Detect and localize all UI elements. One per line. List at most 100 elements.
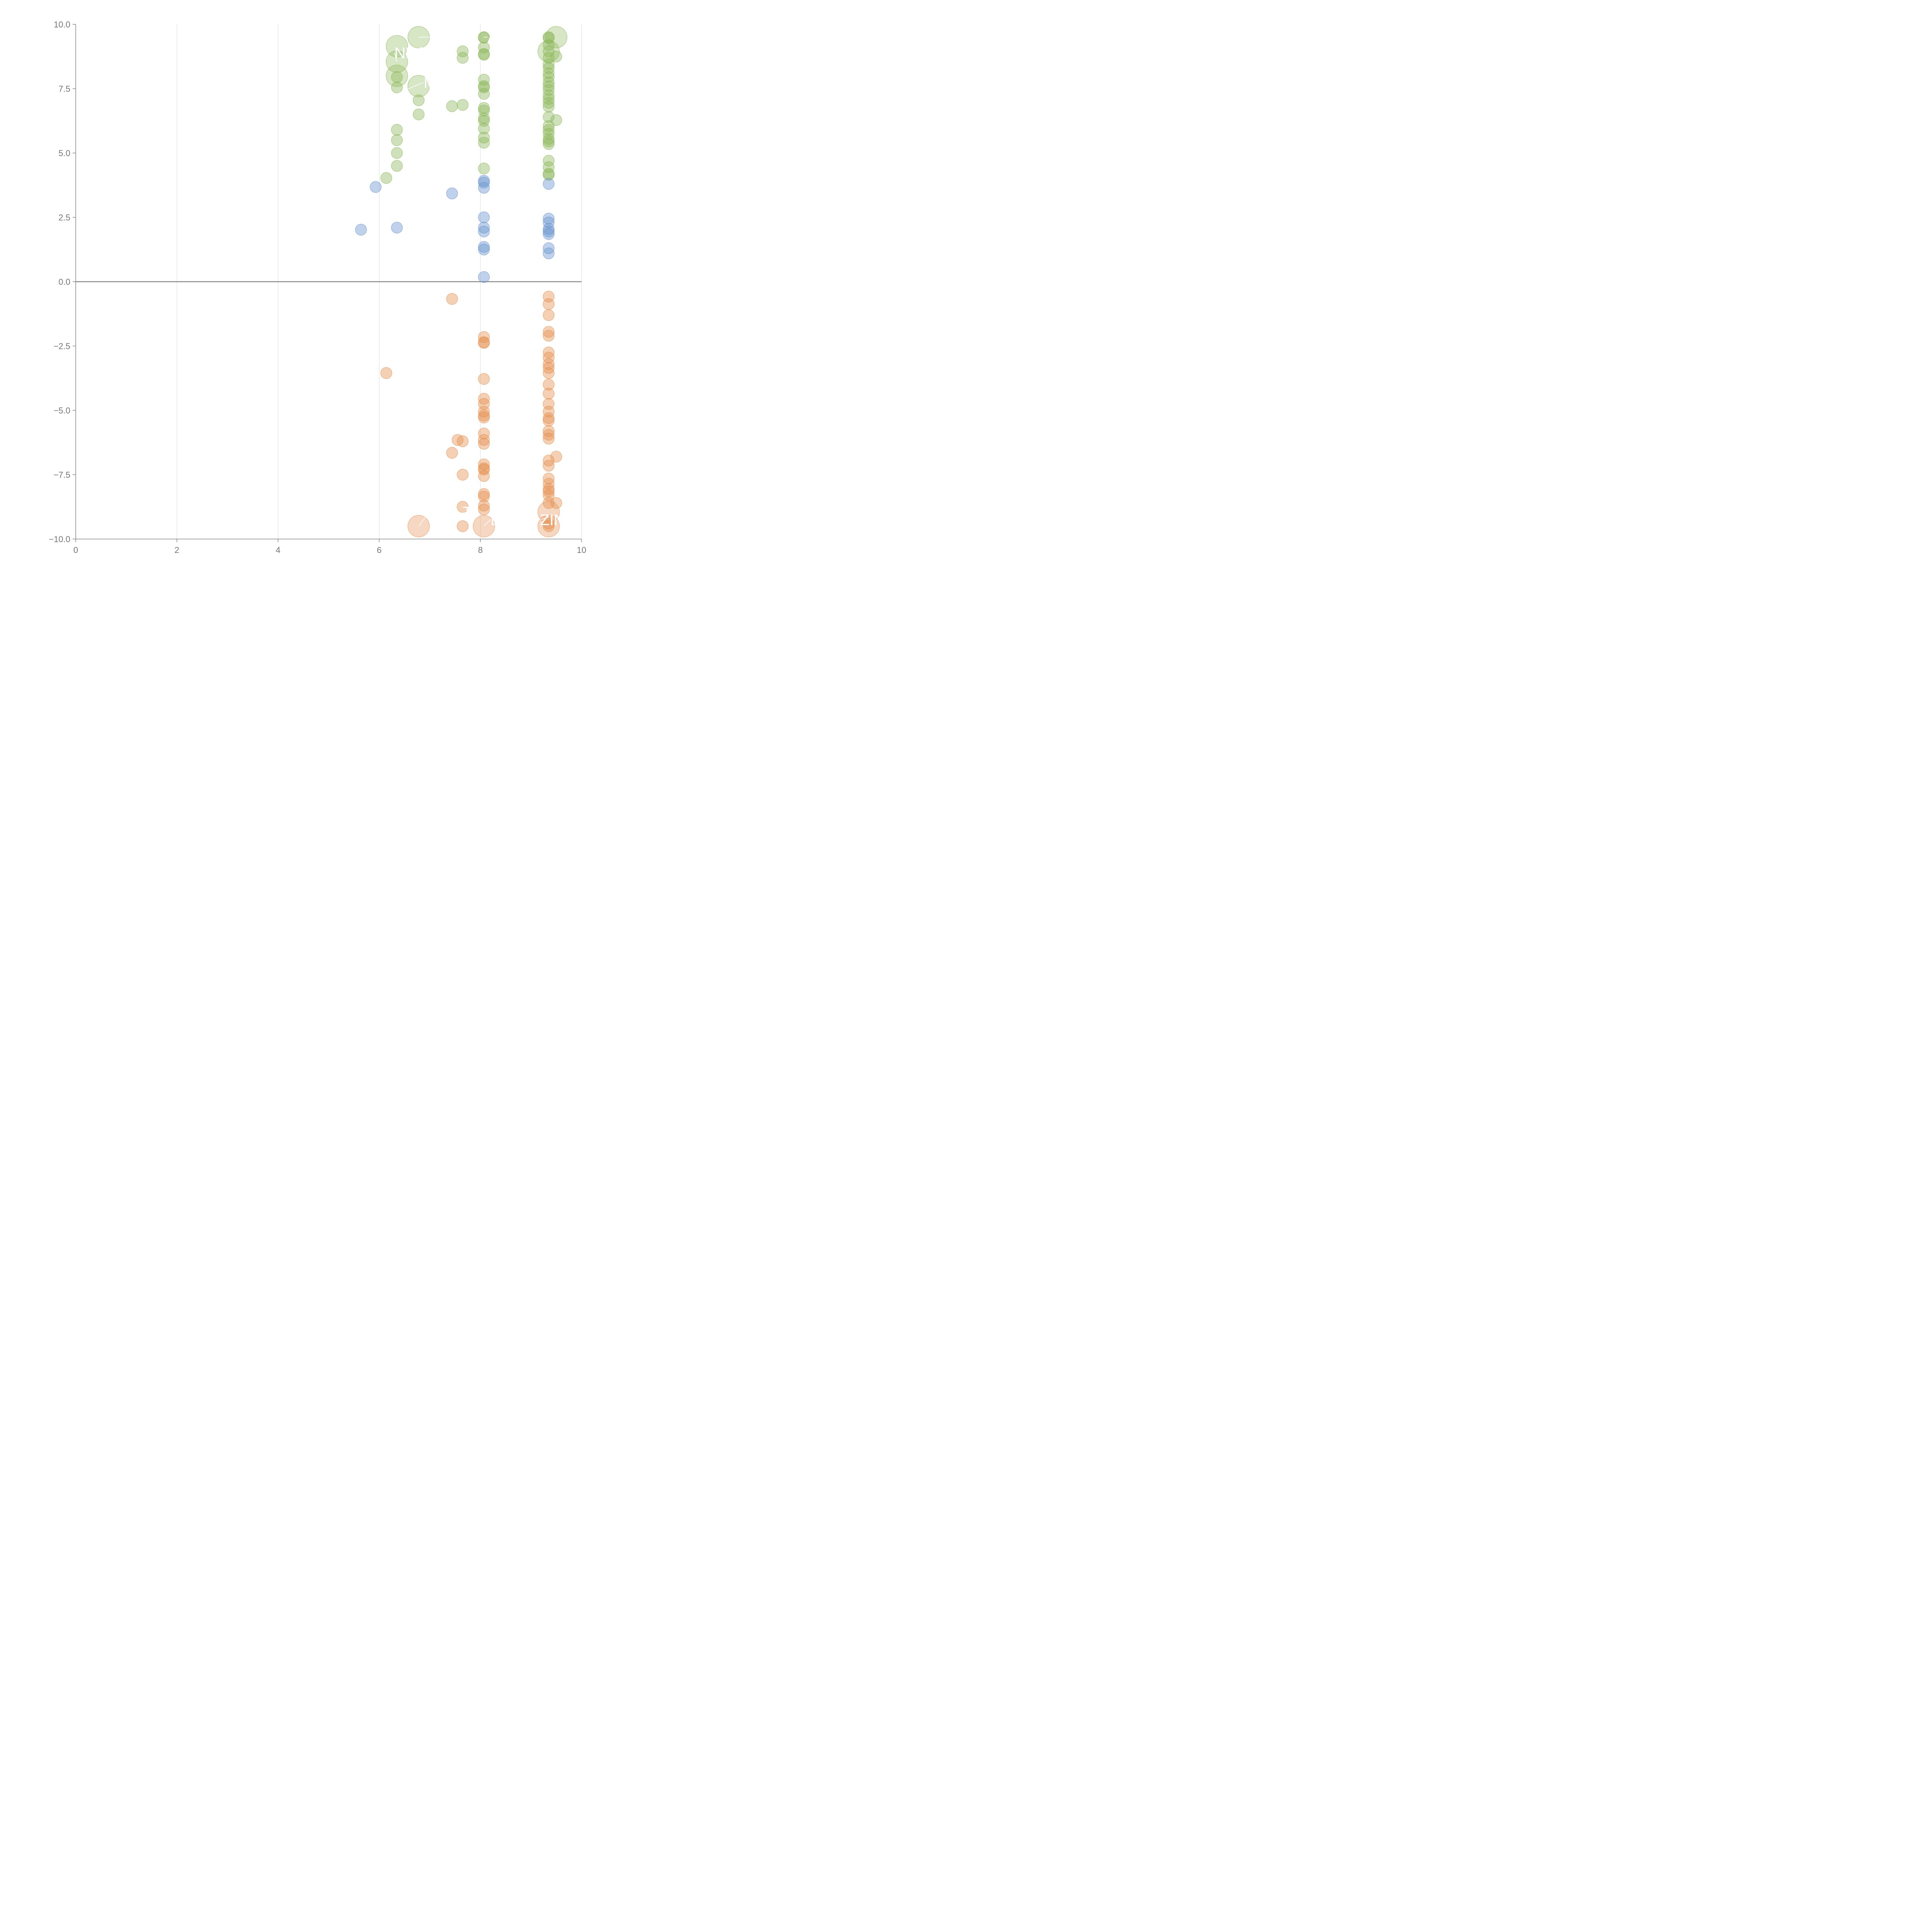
- bubble-label: S: [427, 507, 438, 524]
- green-bubble: [386, 35, 408, 58]
- orange-bubble: [478, 427, 490, 440]
- orange-bubble: [478, 503, 490, 515]
- green-bubble: [457, 45, 469, 58]
- green-bubble: [391, 81, 403, 94]
- y-tick-label: 2.5: [58, 213, 70, 223]
- green-bubble: [478, 112, 490, 124]
- blue-bubble: [543, 216, 555, 229]
- x-tick-label: 6: [377, 545, 381, 555]
- green-bubble: [391, 134, 403, 146]
- blue-bubble: [391, 221, 403, 234]
- green-bubble: [413, 108, 425, 121]
- bubble-label: T: [463, 504, 472, 521]
- orange-bubble: [543, 415, 555, 427]
- x-tick-label: 8: [478, 545, 483, 555]
- green-bubble: [543, 155, 555, 167]
- bubble-label: ZIN: [540, 512, 565, 529]
- green-bubble: [543, 67, 555, 79]
- y-tick-label: 10.0: [54, 20, 70, 29]
- green-bubble: [446, 100, 458, 112]
- green-bubble: [543, 71, 555, 83]
- orange-bubble: [478, 412, 490, 423]
- orange-bubble: [543, 358, 555, 370]
- green-bubble: [380, 172, 392, 184]
- orange-bubble: [380, 367, 392, 379]
- y-tick-label: −2.5: [54, 342, 70, 351]
- bubble-label: B: [490, 512, 501, 529]
- orange-bubble: [543, 346, 555, 359]
- blue-bubble: [543, 247, 555, 259]
- orange-bubble: [478, 463, 490, 476]
- green-bubble: [543, 124, 555, 136]
- green-bubble: [478, 162, 490, 175]
- green-bubble: [543, 58, 555, 70]
- blue-bubble: [543, 242, 555, 254]
- bubbles: [355, 26, 568, 537]
- green-bubble: [391, 160, 403, 172]
- blue-bubble: [478, 177, 490, 189]
- green-bubble: [478, 41, 490, 54]
- blue-bubble: [446, 187, 458, 199]
- orange-bubble: [543, 485, 555, 498]
- green-bubble: [550, 51, 562, 63]
- orange-bubble: [478, 393, 490, 405]
- blue-bubble: [369, 181, 382, 193]
- blue-bubble: [543, 225, 555, 238]
- green-bubble: [478, 102, 490, 114]
- orange-bubble: [452, 434, 464, 446]
- orange-bubble: [543, 454, 555, 467]
- blue-bubble: [478, 211, 490, 223]
- orange-bubble: [543, 330, 555, 342]
- label-leader-line: [540, 517, 549, 520]
- orange-bubble: [478, 500, 490, 512]
- orange-bubble: [543, 388, 555, 400]
- green-bubble: [543, 84, 555, 96]
- x-tick-label: 4: [276, 545, 280, 555]
- orange-bubble: [478, 434, 490, 446]
- orange-bubble: [478, 488, 490, 500]
- orange-bubble: [543, 362, 555, 374]
- orange-bubble: [543, 459, 555, 472]
- blue-bubble: [478, 225, 490, 238]
- green-bubble: [391, 124, 403, 136]
- green-bubble: [543, 100, 555, 113]
- label-leader-line: [418, 514, 428, 527]
- bubble-label: MLI: [424, 74, 450, 91]
- orange-bubble: [543, 406, 555, 418]
- orange-bubble: [457, 469, 469, 481]
- green-bubble: [478, 122, 490, 134]
- orange-bubble: [543, 379, 555, 391]
- green-bubble: [543, 169, 555, 181]
- orange-bubble: [478, 406, 490, 418]
- y-tick-label: 5.0: [58, 148, 70, 158]
- blue-bubble: [478, 271, 490, 283]
- green-bubble: [543, 32, 555, 44]
- orange-bubble: [543, 520, 555, 532]
- green-bubble: [386, 65, 408, 87]
- green-bubble: [457, 52, 469, 64]
- x-tick-label: 0: [73, 545, 78, 555]
- green-bubble: [543, 80, 555, 92]
- orange-bubble: [478, 373, 490, 385]
- label-leader-line: [493, 50, 496, 53]
- label-leader-line: [483, 519, 491, 527]
- green-bubble: [543, 133, 555, 145]
- orange-bubble: [478, 458, 490, 471]
- y-tick-label: 7.5: [58, 84, 70, 94]
- orange-bubble: [550, 497, 562, 509]
- axes: 0 2 4 6 8 10 10.0 7.5 5.0 2.5 0.0 −2.5 −5.0 −7.5 −10.0: [49, 20, 586, 555]
- blue-bubble: [478, 221, 490, 234]
- orange-bubble: [543, 429, 555, 441]
- bubble-label: A: [430, 29, 440, 46]
- bubble-label: NEC: [395, 44, 427, 61]
- orange-bubble: [543, 483, 555, 495]
- orange-bubble: [543, 367, 555, 379]
- y-tick-label: 0.0: [58, 277, 70, 287]
- green-bubble: [391, 71, 403, 83]
- green-bubble: [478, 32, 490, 44]
- orange-bubble: [543, 473, 555, 485]
- green-bubble: [391, 147, 403, 159]
- blue-bubble: [355, 224, 367, 236]
- green-bubble: [478, 81, 490, 94]
